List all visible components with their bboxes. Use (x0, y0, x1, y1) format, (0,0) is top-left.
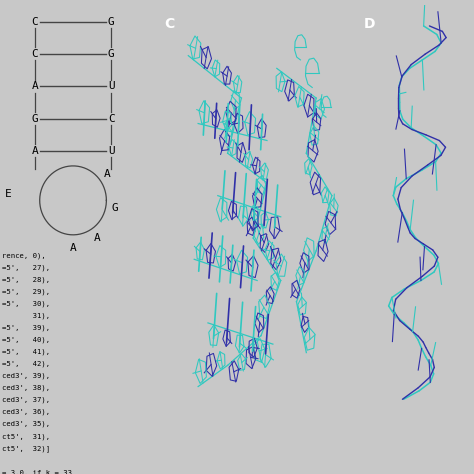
Text: A: A (32, 81, 38, 91)
Text: A: A (32, 146, 38, 156)
Text: =5',   30),: =5', 30), (2, 301, 51, 307)
Text: =5',   41),: =5', 41), (2, 348, 51, 355)
Text: G: G (111, 203, 118, 213)
Text: U: U (108, 146, 115, 156)
Text: ced3', 37),: ced3', 37), (2, 397, 51, 403)
Text: G: G (108, 17, 115, 27)
Text: =5',   28),: =5', 28), (2, 276, 51, 283)
Text: C: C (164, 18, 175, 31)
Text: A: A (104, 169, 111, 179)
Text: rence, 0),: rence, 0), (2, 252, 46, 259)
Text: =5',   40),: =5', 40), (2, 337, 51, 343)
Text: E: E (5, 189, 11, 199)
Text: A: A (70, 243, 76, 253)
Text: G: G (32, 113, 38, 124)
Text: U: U (108, 81, 115, 91)
Text: C: C (108, 113, 115, 124)
Text: ct5',  31),: ct5', 31), (2, 433, 51, 439)
Text: ced3', 39),: ced3', 39), (2, 373, 51, 379)
Text: ced3', 35),: ced3', 35), (2, 421, 51, 428)
Text: =5',   27),: =5', 27), (2, 264, 51, 271)
Text: ced3', 36),: ced3', 36), (2, 409, 51, 415)
Text: = 3.0, if k = 33: = 3.0, if k = 33 (2, 470, 73, 474)
Text: G: G (108, 49, 115, 59)
Text: 31),: 31), (2, 312, 51, 319)
Text: C: C (32, 49, 38, 59)
Text: =5',   39),: =5', 39), (2, 325, 51, 331)
Text: =5',   42),: =5', 42), (2, 361, 51, 367)
Text: =5',   29),: =5', 29), (2, 288, 51, 295)
Text: ced3', 38),: ced3', 38), (2, 385, 51, 392)
Text: A: A (94, 233, 100, 243)
Text: ct5',  32)]: ct5', 32)] (2, 445, 51, 452)
Text: D: D (364, 18, 375, 31)
Text: C: C (32, 17, 38, 27)
